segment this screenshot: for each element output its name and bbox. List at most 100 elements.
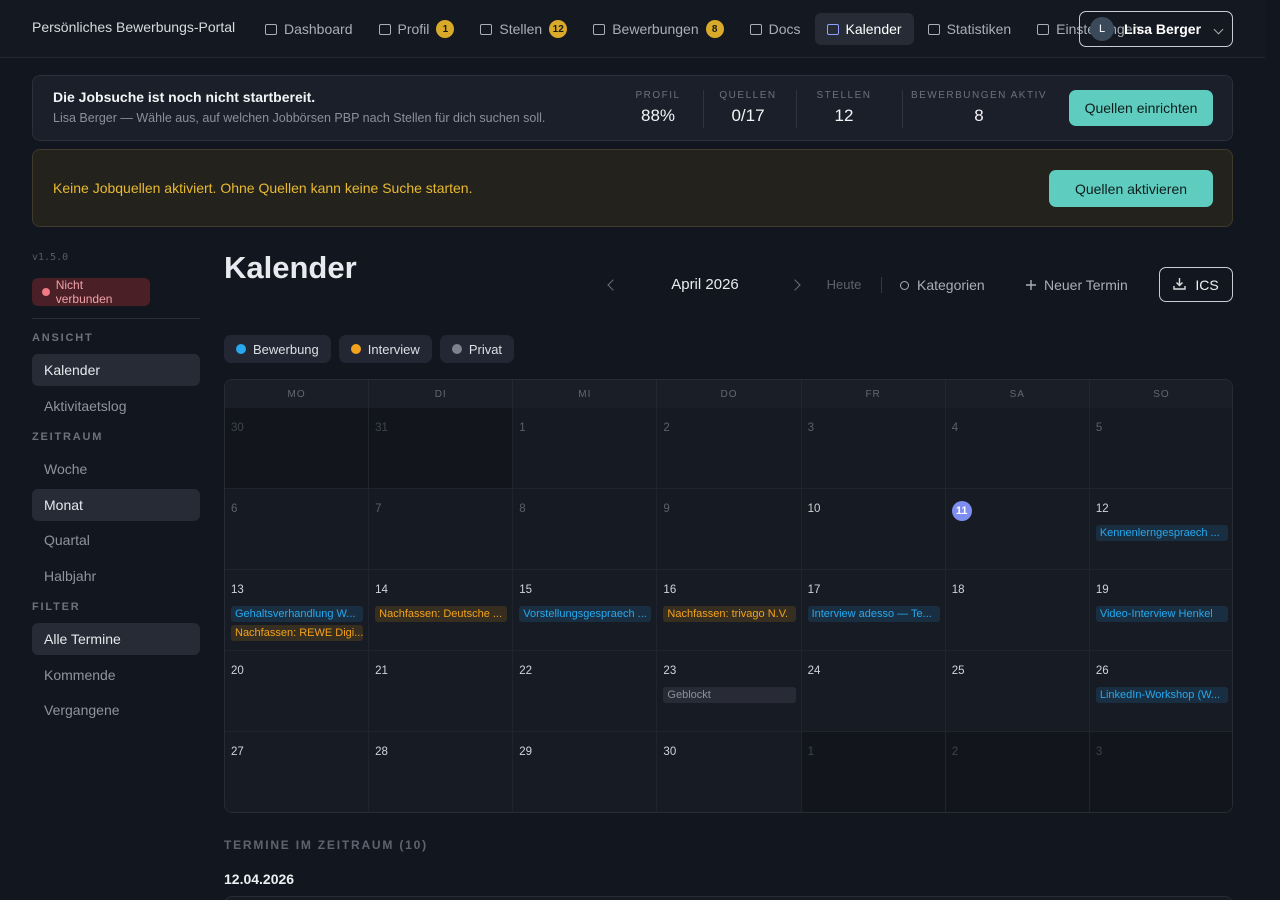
day-cell[interactable]: 31 [369, 408, 514, 489]
day-cell[interactable]: 26 LinkedIn-Workshop (W... [1089, 651, 1232, 732]
categories-button[interactable]: Kategorien [900, 276, 1010, 294]
event-chip[interactable]: Nachfassen: Deutsche ... [375, 606, 508, 622]
sidebar-item[interactable]: Halbjahr [44, 567, 97, 584]
weekday-header: MO [225, 380, 370, 408]
status-subtitle: Lisa Berger — Wähle aus, auf welchen Job… [53, 111, 546, 125]
sidebar-item[interactable]: Monat [32, 488, 200, 521]
nav-item[interactable]: Statistiken [916, 13, 1024, 45]
day-cell[interactable]: 14 Nachfassen: Deutsche ... [369, 570, 514, 651]
day-cell[interactable]: 6 [225, 489, 370, 570]
today-button[interactable]: Heute [826, 277, 862, 292]
day-cell[interactable]: 16 Nachfassen: trivago N.V. [657, 570, 802, 651]
status-text: Nicht verbunden [55, 278, 113, 306]
day-cell[interactable]: 23 Geblockt [657, 651, 802, 732]
legend-chip[interactable]: Interview [338, 335, 432, 363]
sidebar-item[interactable]: Woche [44, 461, 88, 477]
day-cell[interactable]: 20 [225, 651, 370, 732]
day-number: 22 [519, 665, 533, 677]
day-cell[interactable]: 30 [225, 408, 370, 489]
day-cell[interactable]: 30 [657, 732, 802, 812]
stat-divider [703, 90, 704, 128]
nav-item[interactable]: Docs [738, 13, 813, 45]
day-number: 27 [231, 746, 244, 758]
event-chip[interactable]: LinkedIn-Workshop (W... [1095, 687, 1228, 703]
day-cell[interactable]: 21 [369, 651, 514, 732]
ics-label: ICS [1195, 276, 1219, 293]
day-cell[interactable]: 28 [369, 732, 514, 812]
legend-chip[interactable]: Bewerbung [224, 335, 331, 363]
day-cell[interactable]: 27 [225, 732, 370, 812]
legend-chip[interactable]: Privat [439, 335, 515, 363]
day-number: 3 [807, 422, 814, 434]
day-cell[interactable]: 25 [945, 651, 1090, 732]
day-cell[interactable]: 1 [513, 408, 658, 489]
stat-label: PROFIL [635, 90, 681, 101]
user-menu[interactable]: L Lisa Berger [1079, 11, 1233, 47]
next-button[interactable] [789, 279, 801, 291]
day-cell[interactable]: 12 Kennenlerngespraech ... [1089, 489, 1232, 570]
sidebar-item[interactable]: Aktivitaetslog [44, 397, 127, 414]
day-cell[interactable]: 5 [1089, 408, 1232, 489]
day-cell[interactable]: 29 [513, 732, 658, 812]
day-cell[interactable]: 19 Video-Interview Henkel [1089, 570, 1232, 651]
event-chip[interactable]: Nachfassen: REWE Digi... [231, 625, 364, 641]
warning-button[interactable]: Quellen aktivieren [1049, 170, 1213, 207]
day-cell[interactable]: 2 [657, 408, 802, 489]
sidebar-item[interactable]: Kommende [44, 666, 116, 683]
event-chip[interactable]: Interview adesso — Te... [807, 606, 940, 622]
stat-label: STELLEN [816, 90, 872, 101]
day-cell[interactable]: 17 Interview adesso — Te... [801, 570, 946, 651]
weekday-header: SA [945, 380, 1090, 408]
nav-item[interactable]: Dashboard [253, 13, 365, 45]
new-event-button[interactable]: Neuer Termin [1026, 276, 1146, 294]
day-cell[interactable]: 24 [801, 651, 946, 732]
day-cell[interactable]: 15 Vorstellungsgespraech ... [513, 570, 658, 651]
event-chip[interactable]: Kennenlerngespraech ... [1095, 525, 1228, 541]
stat-value: 0/17 [731, 106, 765, 125]
day-cell[interactable]: 7 [369, 489, 514, 570]
day-cell[interactable]: 18 [945, 570, 1090, 651]
event-chip[interactable]: Video-Interview Henkel [1095, 606, 1228, 622]
day-cell[interactable]: 8 [513, 489, 658, 570]
prev-button[interactable] [607, 279, 619, 291]
day-cell[interactable]: 2 [945, 732, 1090, 812]
stat-value: 8 [974, 106, 984, 125]
ics-button[interactable]: ICS [1159, 267, 1233, 302]
nav-badge: 8 [705, 20, 724, 38]
day-cell[interactable]: 11 [945, 489, 1090, 570]
event-chip[interactable]: Vorstellungsgespraech ... [519, 606, 652, 622]
list-heading: TERMINE IM ZEITRAUM (10) [224, 838, 428, 852]
event-chip[interactable]: Nachfassen: trivago N.V. [663, 606, 796, 622]
day-number: 1 [519, 422, 526, 434]
day-cell[interactable]: 1 [801, 732, 946, 812]
event-chip[interactable]: Gehaltsverhandlung W... [231, 606, 364, 622]
weekday-header: DI [369, 380, 514, 408]
day-cell[interactable]: 9 [657, 489, 802, 570]
nav-item[interactable]: Profil 1 [367, 13, 467, 45]
status-dot [42, 288, 50, 296]
event-chip[interactable]: Geblockt [663, 687, 796, 703]
day-cell[interactable]: 10 [801, 489, 946, 570]
day-cell[interactable]: 3 [1089, 732, 1232, 812]
sidebar-item[interactable]: Vergangene [44, 702, 120, 718]
day-number: 8 [519, 503, 526, 515]
status-card: Die Jobsuche ist noch nicht startbereit.… [32, 75, 1233, 141]
sidebar-item[interactable]: Kalender [32, 354, 200, 386]
day-cell[interactable]: 3 [801, 408, 946, 489]
day-number: 19 [1095, 584, 1109, 596]
sidebar-item[interactable]: Quartal [44, 532, 90, 548]
nav-icon [265, 23, 277, 35]
nav-item[interactable]: Bewerbungen 8 [581, 13, 735, 45]
day-cell[interactable]: 13 Gehaltsverhandlung W... Nachfassen: REW… [225, 570, 370, 651]
status-button[interactable]: Quellen einrichten [1069, 90, 1213, 126]
day-cell[interactable]: 22 [513, 651, 658, 732]
stat-label: QUELLEN [719, 90, 777, 101]
sidebar-item[interactable]: Alle Termine [32, 623, 200, 655]
user-avatar: L [1090, 17, 1114, 41]
day-number: 25 [951, 665, 965, 677]
nav-item[interactable]: Kalender [814, 13, 914, 45]
nav-item[interactable]: Stellen 12 [468, 13, 579, 45]
day-cell[interactable]: 4 [945, 408, 1090, 489]
nav-icon [749, 23, 762, 35]
categories-label: Kategorien [917, 277, 985, 293]
